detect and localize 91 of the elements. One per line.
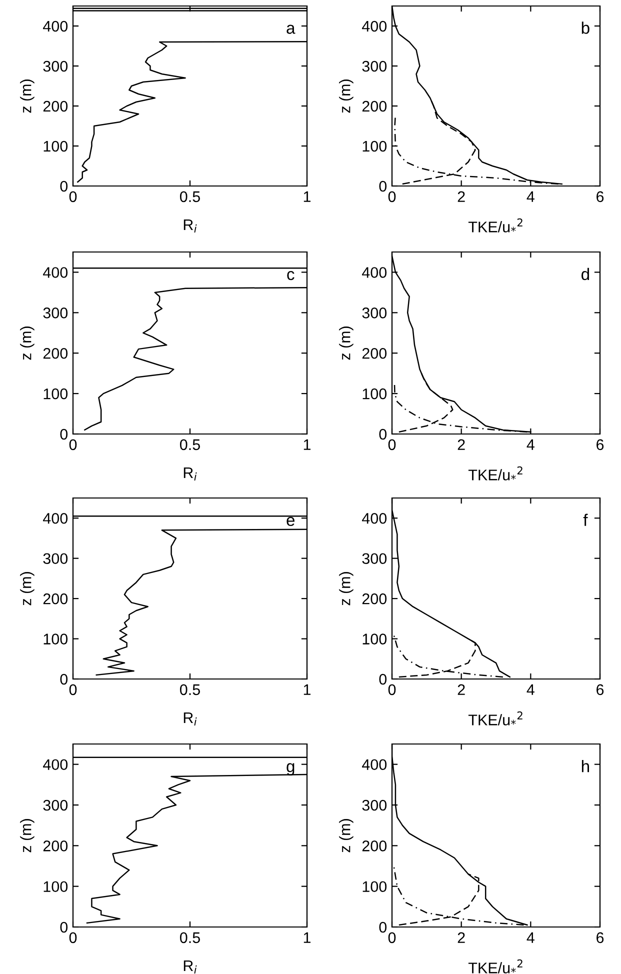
y-tick-label: 300	[362, 60, 387, 72]
y-tick-label: 300	[43, 553, 68, 564]
x-tick-label: 0	[69, 191, 77, 202]
y-tick-label: 200	[43, 840, 68, 852]
x-tick-label: 0.5	[180, 932, 200, 944]
x-tick-label: 1	[304, 932, 311, 943]
x-tick-label: 1	[304, 439, 311, 450]
y-tick-label: 400	[43, 759, 68, 770]
x-tick-label: 0	[69, 684, 77, 696]
y-tick-label: 200	[362, 348, 387, 359]
y-tick-label: 0	[60, 922, 68, 933]
annotation: f	[583, 514, 588, 526]
y-tick-label: 300	[43, 60, 68, 72]
x-tick-label: 2	[458, 191, 465, 202]
y-tick-label: 300	[43, 800, 68, 811]
y-tick-label: 200	[362, 840, 387, 852]
y-axis-title: z (m)	[20, 326, 34, 360]
y-tick-label: 0	[379, 674, 387, 685]
x-tick-label: 0	[388, 439, 396, 450]
x-tick-label: 0	[388, 191, 396, 202]
x-tick-label: 6	[596, 439, 604, 450]
y-axis-title: z (m)	[339, 80, 354, 113]
y-tick-label: 100	[44, 140, 68, 152]
x-tick-label: 0	[388, 932, 396, 944]
x-axis-title: TKE/u$_{*}$$^{2}$	[468, 711, 522, 726]
y-axis-title: z (m)	[20, 80, 34, 113]
annotation: c	[287, 271, 294, 280]
x-tick-label: 2	[458, 684, 465, 695]
y-tick-label: 400	[43, 512, 68, 524]
y-tick-label: 0	[379, 428, 387, 440]
x-tick-label: 6	[596, 191, 604, 202]
y-tick-label: 400	[43, 20, 68, 32]
x-tick-label: 6	[596, 932, 604, 944]
y-axis-title: z (m)	[20, 572, 34, 606]
annotation: a	[286, 24, 296, 34]
x-axis-title: TKE/u$_{*}$$^{2}$	[468, 466, 522, 480]
y-tick-label: 400	[362, 759, 387, 770]
x-tick-label: 0	[69, 932, 77, 944]
y-tick-label: 200	[43, 100, 68, 112]
y-tick-label: 100	[362, 634, 387, 644]
x-tick-label: 2	[458, 932, 465, 943]
y-tick-label: 100	[362, 388, 387, 400]
y-tick-label: 200	[362, 100, 387, 112]
x-axis-title: R$_{i}$	[184, 960, 197, 974]
y-tick-label: 400	[362, 512, 387, 524]
y-tick-label: 0	[60, 428, 68, 440]
y-tick-label: 0	[379, 180, 387, 192]
y-tick-label: 200	[43, 348, 68, 359]
x-tick-label: 0.5	[180, 439, 200, 450]
y-tick-label: 0	[60, 180, 68, 192]
y-tick-label: 0	[60, 674, 68, 685]
annotation: b	[582, 22, 590, 34]
y-tick-label: 200	[362, 593, 387, 604]
x-axis-title: R$_{i}$	[184, 220, 197, 233]
y-axis-title: z (m)	[339, 819, 354, 852]
y-tick-label: 100	[44, 881, 68, 892]
y-tick-label: 100	[44, 388, 68, 400]
x-axis-title: R$_{i}$	[184, 468, 197, 481]
annotation: h	[582, 760, 589, 772]
y-tick-label: 100	[362, 881, 387, 892]
y-tick-label: 200	[43, 593, 68, 604]
y-tick-label: 300	[43, 308, 68, 318]
x-tick-label: 4	[526, 684, 534, 695]
y-axis-title: z (m)	[339, 326, 354, 360]
x-tick-label: 2	[458, 439, 465, 450]
y-tick-label: 100	[44, 634, 68, 644]
y-tick-label: 100	[362, 140, 387, 152]
y-tick-label: 300	[362, 308, 387, 318]
y-tick-label: 300	[362, 553, 387, 564]
annotation: d	[582, 268, 589, 280]
x-tick-label: 4	[526, 191, 534, 202]
x-tick-label: 0	[69, 439, 77, 450]
y-tick-label: 400	[362, 267, 387, 278]
x-tick-label: 0	[388, 684, 396, 696]
annotation: e	[286, 516, 295, 526]
y-axis-title: z (m)	[20, 819, 34, 852]
x-tick-label: 0.5	[180, 684, 200, 696]
y-tick-label: 400	[362, 20, 387, 32]
x-tick-label: 0.5	[180, 191, 200, 202]
x-tick-label: 1	[304, 191, 311, 202]
x-tick-label: 4	[526, 439, 534, 450]
y-axis-title: z (m)	[339, 572, 354, 606]
x-axis-title: TKE/u$_{*}$$^{2}$	[468, 218, 522, 232]
x-tick-label: 4	[526, 932, 534, 943]
x-tick-label: 1	[304, 684, 311, 695]
y-tick-label: 400	[43, 267, 68, 278]
x-axis-title: TKE/u$_{*}$$^{2}$	[468, 959, 522, 974]
x-tick-label: 6	[596, 684, 604, 696]
x-axis-title: R$_{i}$	[184, 712, 197, 726]
y-tick-label: 0	[379, 922, 387, 933]
y-tick-label: 300	[362, 800, 387, 811]
